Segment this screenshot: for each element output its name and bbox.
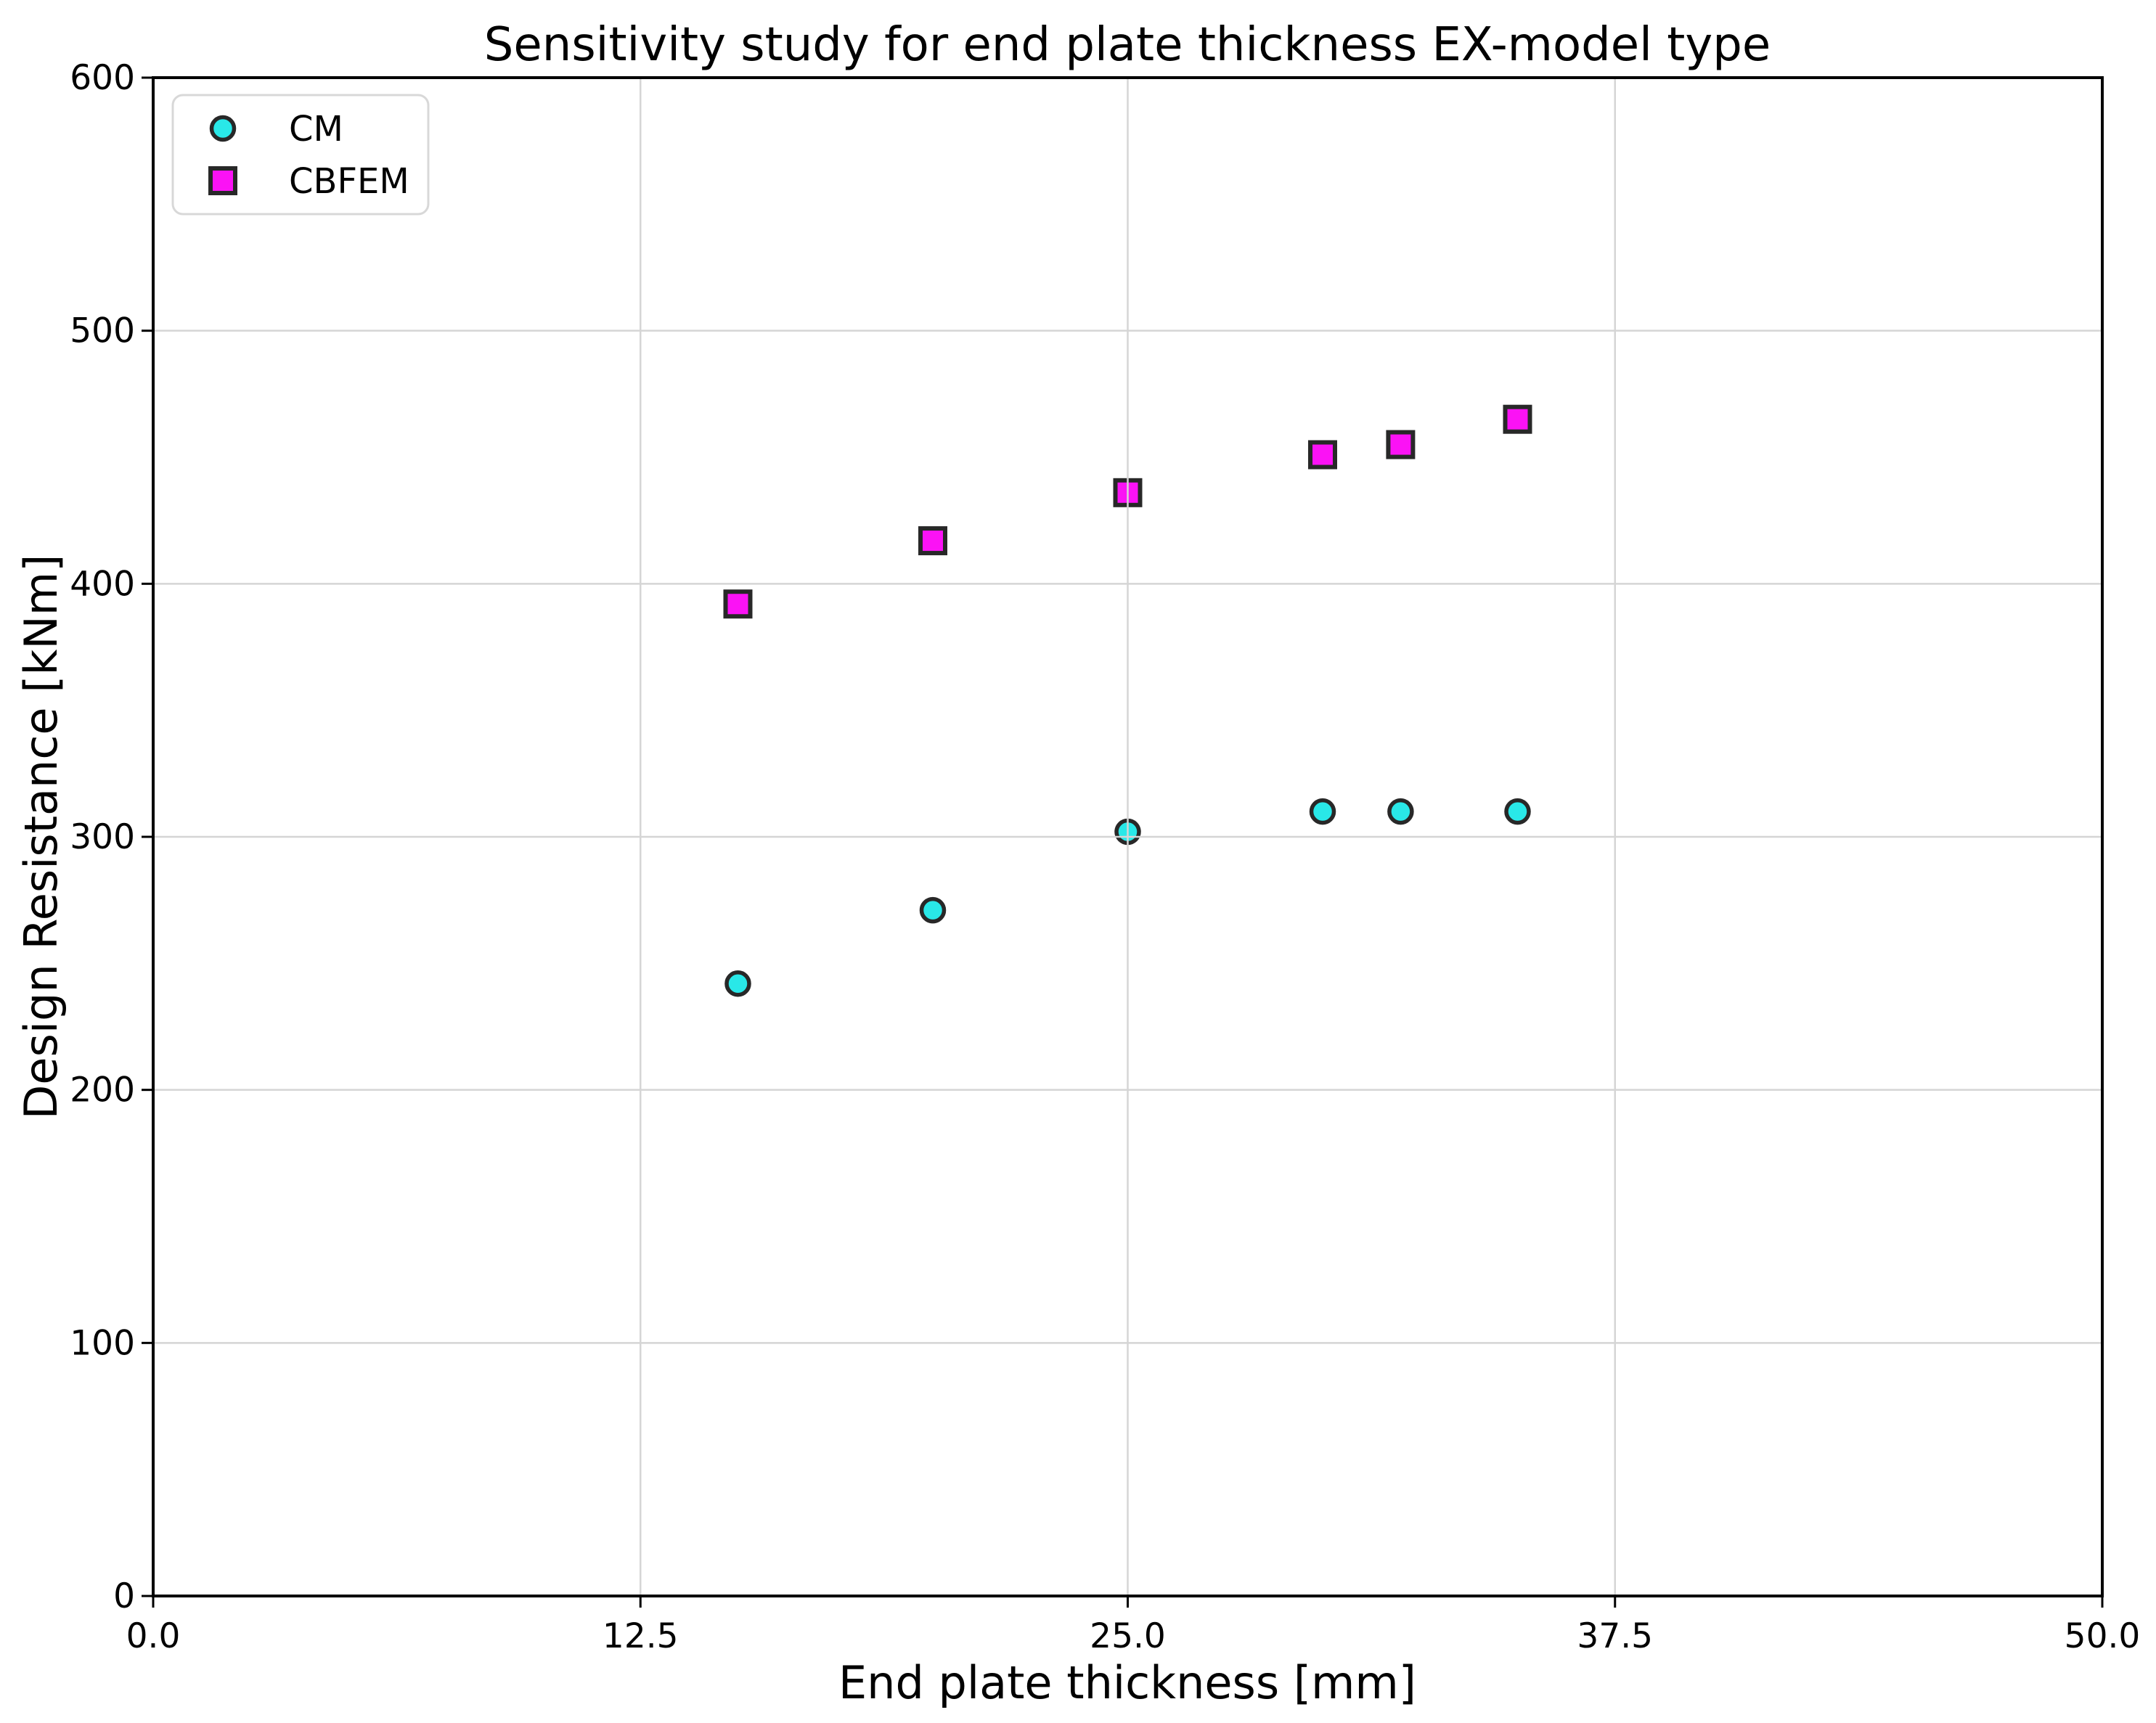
- cbfem-point: [723, 589, 753, 619]
- y-tick-label: 600: [70, 58, 135, 98]
- cbfem-point: [1308, 440, 1337, 470]
- cm-point: [1309, 798, 1336, 825]
- gridlines-layer: [153, 78, 2102, 1596]
- y-tick-label: 300: [70, 817, 135, 857]
- x-tick-label: 0.0: [126, 1616, 181, 1656]
- x-tick-label: 37.5: [1577, 1616, 1653, 1656]
- x-tick-label: 25.0: [1090, 1616, 1166, 1656]
- x-tick-label: 50.0: [2065, 1616, 2141, 1656]
- legend: CM CBFEM: [171, 94, 430, 216]
- cbfem-point: [1503, 404, 1532, 434]
- x-tick-label: 12.5: [603, 1616, 679, 1656]
- cm-marker-icon: [209, 115, 237, 142]
- cm-point: [724, 970, 751, 997]
- x-axis-label: End plate thickness [mm]: [838, 1656, 1416, 1709]
- y-tick-label: 200: [70, 1071, 135, 1110]
- legend-label-cm: CM: [289, 109, 343, 150]
- cm-point: [1387, 798, 1414, 825]
- cbfem-marker-icon: [208, 166, 237, 195]
- y-tick-label: 500: [70, 311, 135, 351]
- tick-labels-layer: 0.0 12.5 25.0 37.5 50.0 0 100 200 300 400 500 600: [70, 58, 2140, 1656]
- y-tick-label: 400: [70, 564, 135, 604]
- cbfem-point: [1386, 430, 1416, 459]
- cm-point: [1504, 798, 1531, 825]
- axes-layer: [142, 76, 2104, 1608]
- markers-layer: [723, 404, 1532, 997]
- cbfem-point: [918, 526, 947, 556]
- cm-point: [919, 896, 947, 924]
- y-tick-label: 100: [70, 1323, 135, 1363]
- y-axis-label: Design Resistance [kNm]: [15, 554, 68, 1120]
- y-tick-label: 0: [113, 1576, 135, 1616]
- chart-title: Sensitivity study for end plate thicknes…: [484, 18, 1771, 72]
- legend-label-cbfem: CBFEM: [289, 161, 409, 202]
